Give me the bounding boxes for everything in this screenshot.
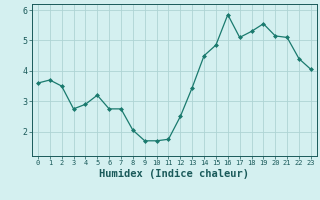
X-axis label: Humidex (Indice chaleur): Humidex (Indice chaleur)	[100, 169, 249, 179]
